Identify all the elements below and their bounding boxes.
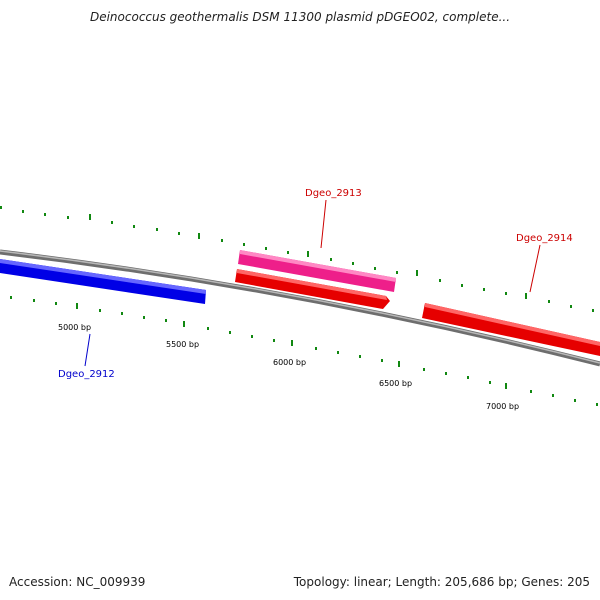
gene-feature-dgeo-2914[interactable] bbox=[422, 303, 600, 356]
tick-label-6000: 6000 bp bbox=[273, 358, 306, 367]
tick-label-6500: 6500 bp bbox=[379, 379, 412, 388]
accession-label: Accession: NC_009939 bbox=[9, 575, 146, 589]
gene-feature-dgeo-2912[interactable] bbox=[0, 259, 206, 304]
topology-summary: Topology: linear; Length: 205,686 bp; Ge… bbox=[293, 575, 590, 589]
tick-label-7000: 7000 bp bbox=[486, 402, 519, 411]
gene-label-dgeo-2913-group: Dgeo_2913 bbox=[305, 188, 362, 249]
gene-label-dgeo-2914[interactable]: Dgeo_2914 bbox=[516, 233, 573, 244]
gene-label-dgeo-2913[interactable]: Dgeo_2913 bbox=[305, 188, 362, 199]
gene-label-dgeo-2914-group: Dgeo_2914 bbox=[516, 233, 573, 293]
inner-tick-ring bbox=[10, 296, 598, 406]
gene-label-dgeo-2912[interactable]: Dgeo_2912 bbox=[58, 369, 115, 380]
outer-tick-ring bbox=[0, 206, 594, 312]
tick-label-5500: 5500 bp bbox=[166, 340, 199, 349]
gene-feature-dgeo-2913-strand[interactable] bbox=[235, 269, 390, 309]
gene-feature-dgeo-2913[interactable] bbox=[238, 250, 396, 292]
gene-label-dgeo-2912-group: Dgeo_2912 bbox=[58, 333, 115, 380]
sequence-backbone bbox=[0, 249, 600, 367]
tick-label-5000: 5000 bp bbox=[58, 323, 91, 332]
map-title: Deinococcus geothermalis DSM 11300 plasm… bbox=[89, 10, 511, 24]
